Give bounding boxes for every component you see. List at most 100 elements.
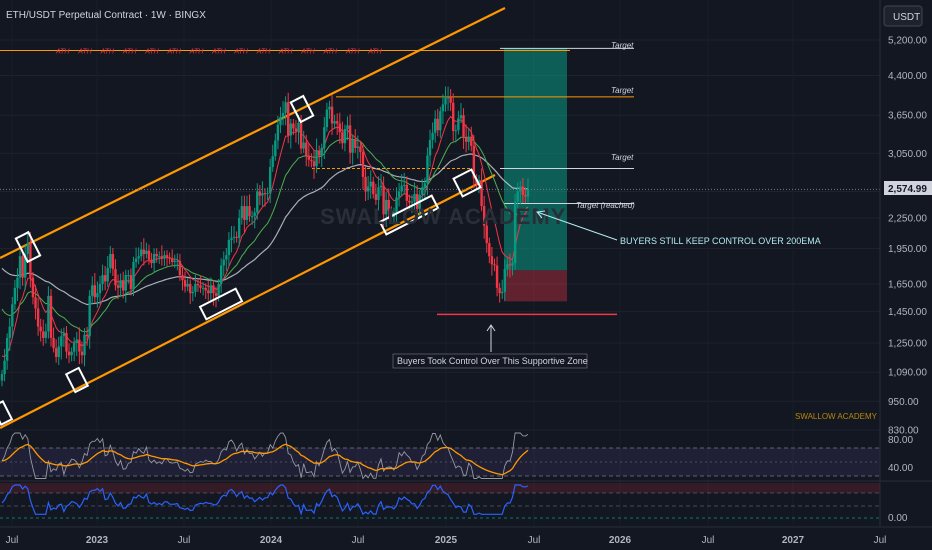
candle-body [433, 118, 437, 133]
candle-body [109, 253, 112, 268]
candle-body [405, 184, 409, 201]
ath-label: ATH [233, 48, 248, 55]
candle-body [150, 259, 153, 264]
candle-body [341, 132, 344, 144]
ath-label: ATH [144, 48, 159, 55]
touch-box [378, 194, 440, 236]
candle-body [356, 146, 360, 148]
candle-body [191, 291, 195, 294]
time-tick-label: 2024 [260, 535, 283, 546]
candle-body [163, 255, 166, 259]
time-tick-label: Jul [178, 535, 191, 546]
candle-body [207, 290, 210, 294]
candle-body [464, 136, 468, 142]
ath-label: ATH [345, 48, 360, 55]
candle-body [235, 236, 238, 238]
time-tick-label: Jul [874, 535, 887, 546]
price-tick-label: 4,400.00 [888, 71, 927, 82]
currency-button[interactable]: USDT [883, 5, 923, 27]
candle-body [121, 280, 125, 291]
candle-body [348, 125, 352, 153]
candle-body [501, 291, 504, 294]
center-watermark: SWALLOW ACADEMY [320, 204, 566, 229]
candle-body [101, 275, 104, 284]
candle-body [253, 212, 256, 217]
price-axis[interactable]: 5,200.00 4,400.00 3,650.00 3,050.00 2,250.00… [879, 0, 927, 526]
candle-body [470, 136, 473, 146]
candle-body [297, 122, 300, 132]
candle-body [508, 264, 512, 266]
candle-body [480, 180, 483, 207]
touch-box [0, 400, 14, 426]
candle-body [67, 351, 71, 356]
time-tick-label: 2027 [782, 535, 805, 546]
candle-body [361, 152, 365, 177]
candle-body [446, 97, 450, 99]
ath-label: ATH [122, 48, 137, 55]
candle-body [346, 125, 349, 130]
time-tick-label: Jul [6, 535, 19, 546]
time-tick-label: Jul [528, 535, 541, 546]
ath-label: ATH [100, 48, 115, 55]
candle-body [521, 186, 525, 195]
candle-body [147, 250, 151, 260]
candle-body [338, 123, 341, 133]
candle-body [232, 236, 236, 238]
candle-body [21, 256, 24, 278]
candle-body [243, 206, 246, 220]
time-axis[interactable]: Jul 2023 Jul 2024 Jul 2025 Jul 2026 Jul 2027 Jul [0, 526, 932, 546]
price-tick-label: 1,250.00 [888, 338, 927, 349]
brand-watermark: SWALLOW ACADEMY [795, 412, 878, 421]
candle-body [330, 106, 334, 124]
ath-label: ATH [278, 48, 293, 55]
touch-box [64, 366, 90, 394]
candle-body [410, 201, 414, 203]
candle-body [75, 339, 78, 343]
candle-body [240, 206, 243, 219]
candle-body [379, 185, 383, 188]
candle-body [467, 136, 470, 142]
ath-label: ATH [55, 48, 70, 55]
candle-body [26, 243, 29, 254]
price-tick-label: 830.00 [888, 426, 919, 437]
channel-upper-line [0, 7, 506, 259]
candle-body [230, 237, 233, 240]
candle-body [238, 218, 241, 238]
candle-body [377, 187, 380, 200]
candle-body [482, 206, 486, 226]
candle-body [199, 285, 202, 288]
candle-body [400, 185, 403, 192]
candle-body [281, 112, 285, 117]
candle-body [421, 187, 424, 195]
annotation-arrow-line [536, 211, 618, 241]
ath-label: ATH [211, 48, 226, 55]
candle-body [513, 201, 517, 264]
candle-body [276, 124, 280, 141]
candle-body [490, 256, 494, 265]
candle-body [428, 139, 432, 156]
candle-body [299, 122, 303, 149]
candle-body [423, 183, 427, 188]
candle-body [310, 159, 313, 162]
target-label-3: Target [611, 153, 634, 162]
candle-body [189, 283, 192, 294]
candle-body [382, 185, 385, 215]
candle-body [140, 249, 143, 257]
candle-body [219, 265, 223, 284]
ath-label: ATH [367, 48, 382, 55]
candle-body [333, 121, 336, 124]
candle-body [98, 283, 102, 294]
candle-body [176, 260, 179, 262]
candle-body [93, 285, 97, 298]
candle-body [439, 111, 442, 131]
candle-body [289, 123, 292, 136]
candle-body [65, 333, 68, 352]
candle-body [374, 193, 378, 200]
candle-body [477, 180, 481, 185]
candle-body [493, 264, 496, 266]
touch-box [289, 94, 315, 124]
price-tick-label: 1,650.00 [888, 279, 927, 290]
candle-body [305, 142, 308, 156]
candle-body [279, 116, 282, 125]
